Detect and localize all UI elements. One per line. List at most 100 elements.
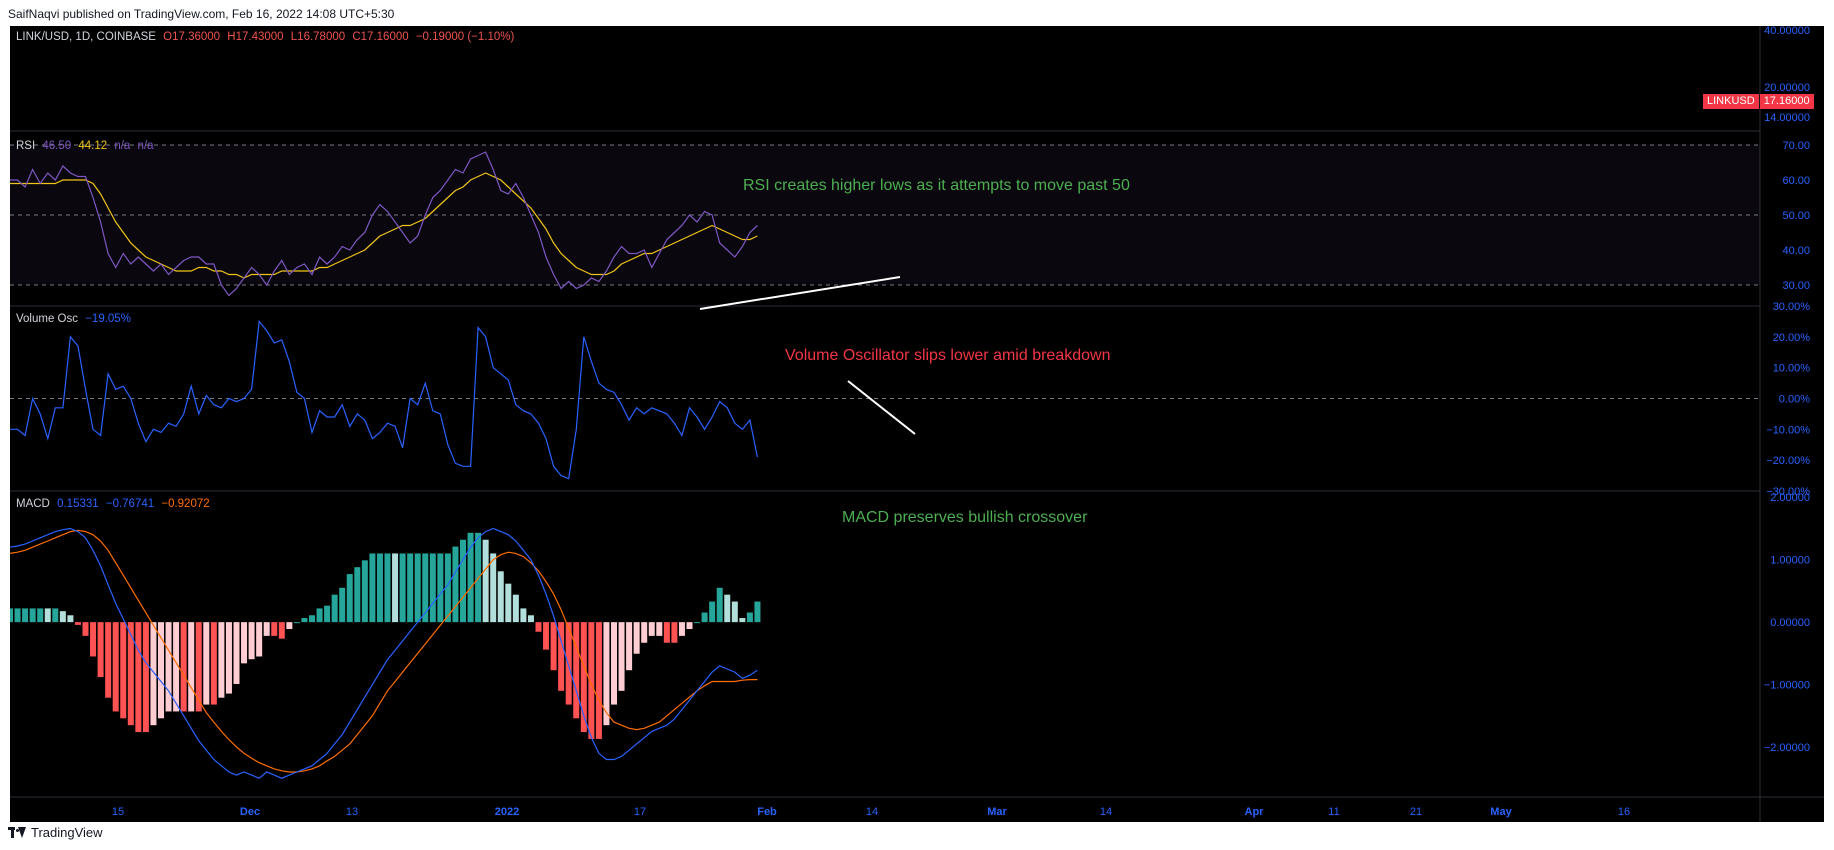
macd-histogram-bar bbox=[746, 612, 753, 623]
vol-axis-tick: 0.00% bbox=[1779, 394, 1810, 406]
time-axis-label: 16 bbox=[1618, 806, 1630, 818]
macd-histogram-bar bbox=[52, 608, 59, 623]
tradingview-logo[interactable]: TradingView bbox=[8, 825, 103, 840]
macd-histogram-bar bbox=[678, 622, 685, 636]
macd-histogram-bar bbox=[603, 622, 610, 726]
macd-histogram-bar bbox=[278, 622, 285, 639]
macd-histogram-bar bbox=[709, 601, 716, 623]
macd-histogram-bar bbox=[618, 622, 625, 691]
macd-histogram-bar bbox=[550, 622, 557, 671]
macd-histogram-bar bbox=[724, 594, 731, 623]
macd-histogram-bar bbox=[392, 553, 399, 623]
macd-histogram-bar bbox=[361, 560, 368, 623]
macd-histogram-bar bbox=[573, 622, 580, 719]
price-badge: LINKUSD 17.16000 bbox=[1703, 94, 1814, 109]
price-axis-tick: 40.00000 bbox=[1764, 26, 1810, 37]
macd-axis-tick: 2.00000 bbox=[1770, 492, 1810, 504]
chart-canvas[interactable]: 40.00000 20.00000 14.00000 70.00 60.00 50.00 4… bbox=[10, 26, 1824, 822]
macd-histogram-bar bbox=[633, 622, 640, 654]
rsi-axis-tick: 70.00 bbox=[1782, 140, 1810, 152]
open-value: O17.36000 bbox=[163, 31, 221, 43]
macd-histogram-bar bbox=[29, 608, 36, 623]
time-axis-label: 14 bbox=[1100, 806, 1112, 818]
high-value: H17.43000 bbox=[227, 31, 284, 43]
macd-histogram-bar bbox=[67, 615, 74, 623]
macd-histogram-bar bbox=[210, 622, 217, 705]
time-axis-label: Mar bbox=[987, 806, 1007, 818]
macd-histogram-bar bbox=[203, 622, 210, 705]
macd-histogram-bar bbox=[44, 608, 51, 623]
macd-histogram-bar bbox=[180, 622, 187, 712]
macd-histogram-bar bbox=[135, 622, 142, 733]
macd-histogram-bar bbox=[173, 622, 180, 712]
rsi-line bbox=[10, 151, 758, 297]
macd-histogram-bar bbox=[37, 608, 44, 623]
close-value: C17.16000 bbox=[352, 31, 409, 43]
signal-value: −0.92072 bbox=[161, 498, 210, 510]
rsi-value: 46.50 bbox=[42, 140, 72, 152]
macd-histogram-bar bbox=[241, 622, 248, 664]
macd-histogram-bar bbox=[120, 622, 127, 719]
price-badge-value: 17.16000 bbox=[1759, 94, 1814, 109]
macd-histogram-bar bbox=[142, 622, 149, 733]
time-axis-label: 13 bbox=[346, 806, 358, 818]
macd-histogram-bar bbox=[490, 553, 497, 623]
vol-title: Volume Osc bbox=[16, 313, 78, 325]
tradingview-icon bbox=[8, 827, 26, 838]
vol-axis-tick: 10.00% bbox=[1773, 363, 1811, 375]
vol-axis-tick: −30.00% bbox=[1766, 486, 1810, 498]
macd-histogram-bar bbox=[248, 622, 255, 660]
macd-histogram-bar bbox=[414, 553, 421, 623]
time-axis-label: 21 bbox=[1410, 806, 1422, 818]
macd-histogram-bar bbox=[422, 553, 429, 623]
macd-histogram-bar bbox=[286, 622, 293, 630]
macd-histogram-bar bbox=[739, 618, 746, 623]
macd-histogram-bar bbox=[82, 622, 89, 636]
time-axis-label: 2022 bbox=[495, 806, 519, 818]
macd-histogram-bar bbox=[233, 622, 240, 684]
rsi-axis-tick: 50.00 bbox=[1782, 210, 1810, 222]
time-axis-label: 11 bbox=[1328, 806, 1339, 818]
vol-axis-tick: −10.00% bbox=[1766, 424, 1810, 436]
macd-histogram-bar bbox=[731, 601, 738, 623]
macd-histogram-bar bbox=[437, 553, 444, 623]
macd-histogram-bar bbox=[527, 615, 534, 623]
change-value: −0.19000 (−1.10%) bbox=[415, 31, 515, 43]
macd-histogram-bar bbox=[105, 622, 112, 698]
macd-title: MACD bbox=[16, 498, 50, 510]
macd-histogram-bar bbox=[339, 587, 346, 623]
rsi-title: RSI bbox=[16, 140, 36, 152]
macd-histogram-bar bbox=[520, 608, 527, 623]
macd-histogram-bar bbox=[686, 622, 693, 630]
macd-histogram-bar bbox=[195, 622, 202, 712]
macd-histogram-bar bbox=[565, 622, 572, 705]
macd-histogram-bar bbox=[369, 553, 376, 623]
macd-axis-tick: 1.00000 bbox=[1770, 555, 1810, 567]
rsi-na-1: n/a bbox=[114, 140, 131, 152]
main-legend: LINK/USD, 1D, COINBASE O17.36000 H17.430… bbox=[16, 31, 518, 43]
time-axis-label: 17 bbox=[634, 806, 646, 818]
macd-histogram-bar bbox=[225, 622, 232, 694]
macd-histogram-bar bbox=[59, 611, 66, 623]
macd-histogram-bar bbox=[22, 608, 29, 623]
macd-histogram-bar bbox=[112, 622, 119, 712]
macd-histogram-bar bbox=[460, 539, 466, 623]
macd-histogram-bar bbox=[429, 553, 436, 623]
macd-histogram-bar bbox=[543, 622, 550, 650]
vol-axis-tick: 30.00% bbox=[1773, 301, 1811, 313]
macd-histogram-bar bbox=[97, 622, 104, 678]
tradingview-logo-text: TradingView bbox=[31, 825, 103, 840]
rsi-axis-tick: 30.00 bbox=[1782, 280, 1810, 292]
rsi-ma-line bbox=[10, 172, 758, 279]
chart-area[interactable]: 40.00000 20.00000 14.00000 70.00 60.00 50.00 4… bbox=[10, 26, 1824, 822]
macd-histogram-bar bbox=[588, 622, 595, 739]
macd-histogram-bar bbox=[127, 622, 134, 726]
macd-histogram-bar bbox=[535, 622, 542, 632]
rsi-annotation: RSI creates higher lows as it attempts t… bbox=[743, 177, 1130, 194]
publisher-credit: SaifNaqvi published on TradingView.com, … bbox=[8, 7, 395, 21]
macd-histogram-bar bbox=[641, 622, 648, 643]
macd-histogram-bar bbox=[384, 553, 391, 623]
macd-histogram-bar bbox=[407, 553, 414, 623]
time-axis-label: May bbox=[1490, 806, 1512, 818]
macd-histogram-bar bbox=[14, 608, 21, 623]
